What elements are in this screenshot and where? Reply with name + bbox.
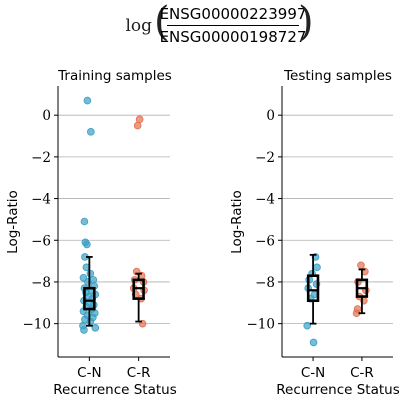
training-y-ticks: 0 −2 −4 −6 −8 −10 [23,108,58,333]
testing-y-tick-label: −4 [255,192,275,208]
testing-y-tick-label: −6 [255,233,275,249]
title-denominator: ENSG00000198727 [160,28,307,46]
training-y-tick-label: −2 [31,150,51,166]
title-log-text: log [125,16,152,36]
testing-x-axis-label: Recurrence Status [276,382,400,398]
testing-x-tick-label: C-N [301,365,325,381]
testing-point-c-r [357,261,365,270]
title-left-paren: ( [154,0,170,45]
training-panel-title: Training samples [57,68,172,84]
training-point-c-n [91,324,100,332]
training-x-tick-label: C-N [77,365,101,381]
title-numerator: ENSG00000223997 [160,5,307,23]
testing-y-tick-label: 0 [266,108,275,124]
training-grid [58,114,170,325]
title-right-paren: ) [298,0,314,45]
testing-box-iqr [306,274,320,303]
training-y-tick-label: −4 [31,192,51,208]
training-x-tick-label: C-R [127,365,151,381]
testing-grid [282,114,393,325]
testing-y-tick-label: −8 [255,275,275,291]
training-y-tick-label: −10 [23,317,52,333]
training-axes [57,86,170,358]
training-y-tick-label: −8 [31,275,51,291]
testing-y-ticks: 0 −2 −4 −6 −8 −10 [247,108,282,333]
training-y-tick-label: 0 [42,108,51,124]
training-box-iqr [83,286,96,311]
testing-point-c-n [303,321,312,330]
training-point-c-n [83,96,92,105]
training-point-c-n [83,240,91,249]
training-point-c-n [80,326,88,334]
testing-x-ticks: C-N C-R [301,357,374,381]
training-point-c-n [86,317,95,326]
training-x-axis-label: Recurrence Status [53,382,177,398]
testing-point-c-n [309,338,318,347]
testing-panel: Testing samples Log-Ratio Recurrence Sta… [229,68,400,398]
training-y-tick-label: −6 [31,233,51,249]
testing-point-c-n [313,263,321,272]
figure-title: log ( ENSG00000223997 ENSG00000198727 ) [125,0,313,46]
training-point-c-n [87,128,95,136]
testing-y-axis-label: Log-Ratio [229,190,245,254]
training-point-c-r [133,121,142,130]
training-point-c-r [135,115,144,124]
testing-axes [281,86,393,358]
testing-y-tick-label: −2 [255,150,275,166]
training-boxplots [83,256,145,327]
testing-boxplots [306,253,369,325]
testing-x-tick-label: C-R [350,365,374,381]
training-point-c-n [80,217,89,226]
training-x-ticks: C-N C-R [77,357,150,381]
testing-y-tick-label: −10 [247,317,276,333]
training-point-c-n [86,269,95,278]
training-y-axis-label: Log-Ratio [5,190,21,254]
testing-panel-title: Testing samples [283,68,392,84]
training-panel: Training samples Log-Ratio Recurrence St… [5,68,177,398]
training-point-c-n [84,278,92,286]
